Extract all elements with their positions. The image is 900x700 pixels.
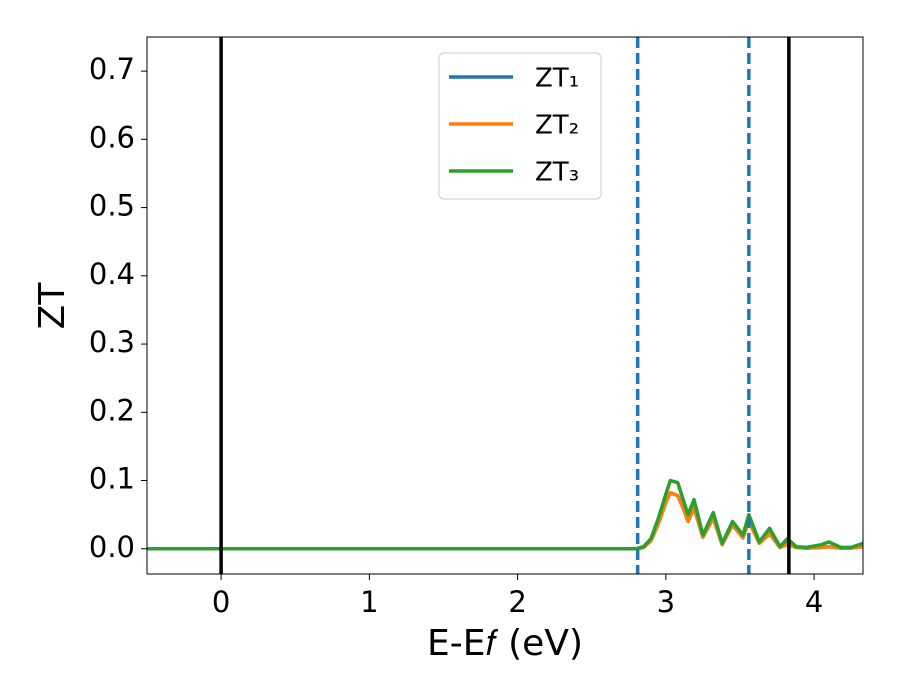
y-tick-label: 0.5: [89, 189, 135, 223]
x-tick-label: 0: [212, 585, 230, 619]
y-tick-label: 0.4: [89, 257, 135, 291]
y-tick-label: 0.7: [89, 52, 135, 86]
y-tick-label: 0.3: [89, 325, 135, 359]
y-tick-label: 0.0: [89, 530, 135, 564]
legend-label: ZT₂: [535, 111, 579, 141]
x-tick-label: 4: [805, 585, 823, 619]
x-axis-label: E-E𝑓 (eV): [427, 623, 583, 664]
x-tick-label: 2: [508, 585, 526, 619]
legend: ZT₁ ZT₂ ZT₃: [438, 52, 602, 200]
series-line: [147, 491, 864, 551]
series-line: [147, 478, 864, 551]
legend-label: ZT₁: [535, 64, 579, 94]
y-axis-label: ZT: [32, 282, 73, 330]
legend-label: ZT₃: [535, 158, 579, 188]
y-tick-label: 0.2: [89, 393, 135, 427]
y-tick-label: 0.1: [89, 462, 135, 496]
series-line: [147, 491, 864, 551]
legend-box: [438, 52, 602, 200]
plot-frame: [146, 36, 864, 575]
y-tick-label: 0.6: [89, 120, 135, 154]
x-tick-label: 1: [360, 585, 378, 619]
x-tick-label: 3: [657, 585, 675, 619]
